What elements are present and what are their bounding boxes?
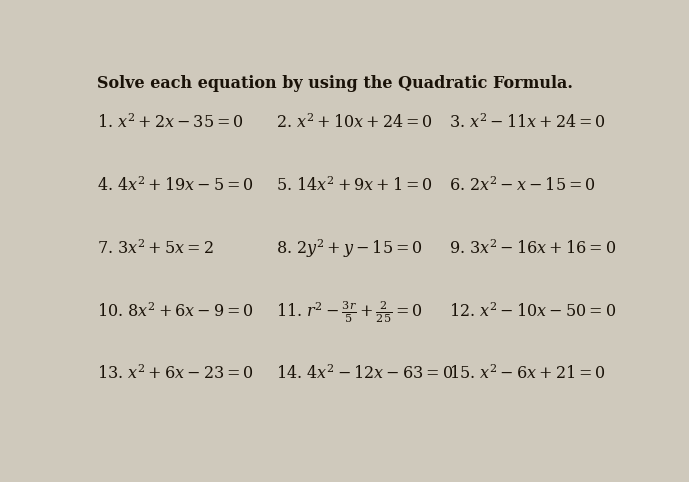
- Text: 6. $2x^2 - x - 15 = 0$: 6. $2x^2 - x - 15 = 0$: [449, 176, 596, 195]
- Text: 1. $x^2 + 2x - 35 = 0$: 1. $x^2 + 2x - 35 = 0$: [96, 113, 243, 132]
- Text: 11. $r^2 - \frac{3r}{5} + \frac{2}{25} = 0$: 11. $r^2 - \frac{3r}{5} + \frac{2}{25} =…: [276, 299, 422, 325]
- Text: 8. $2y^2 + y - 15 = 0$: 8. $2y^2 + y - 15 = 0$: [276, 237, 422, 260]
- Text: 2. $x^2 + 10x + 24 = 0$: 2. $x^2 + 10x + 24 = 0$: [276, 113, 433, 132]
- Text: Solve each equation by using the Quadratic Formula.: Solve each equation by using the Quadrat…: [96, 75, 573, 92]
- Text: 7. $3x^2 + 5x = 2$: 7. $3x^2 + 5x = 2$: [96, 239, 214, 257]
- Text: 4. $4x^2 + 19x - 5 = 0$: 4. $4x^2 + 19x - 5 = 0$: [96, 176, 254, 195]
- Text: 3. $x^2 - 11x + 24 = 0$: 3. $x^2 - 11x + 24 = 0$: [449, 113, 606, 132]
- Text: 12. $x^2 - 10x - 50 = 0$: 12. $x^2 - 10x - 50 = 0$: [449, 303, 617, 321]
- Text: 15. $x^2 - 6x + 21 = 0$: 15. $x^2 - 6x + 21 = 0$: [449, 365, 606, 383]
- Text: 9. $3x^2 - 16x + 16 = 0$: 9. $3x^2 - 16x + 16 = 0$: [449, 239, 617, 257]
- Text: 5. $14x^2 + 9x + 1 = 0$: 5. $14x^2 + 9x + 1 = 0$: [276, 176, 433, 195]
- Text: 10. $8x^2 + 6x - 9 = 0$: 10. $8x^2 + 6x - 9 = 0$: [96, 303, 254, 321]
- Text: 14. $4x^2 - 12x - 63 = 0$: 14. $4x^2 - 12x - 63 = 0$: [276, 365, 453, 383]
- Text: 13. $x^2 + 6x - 23 = 0$: 13. $x^2 + 6x - 23 = 0$: [96, 365, 254, 383]
